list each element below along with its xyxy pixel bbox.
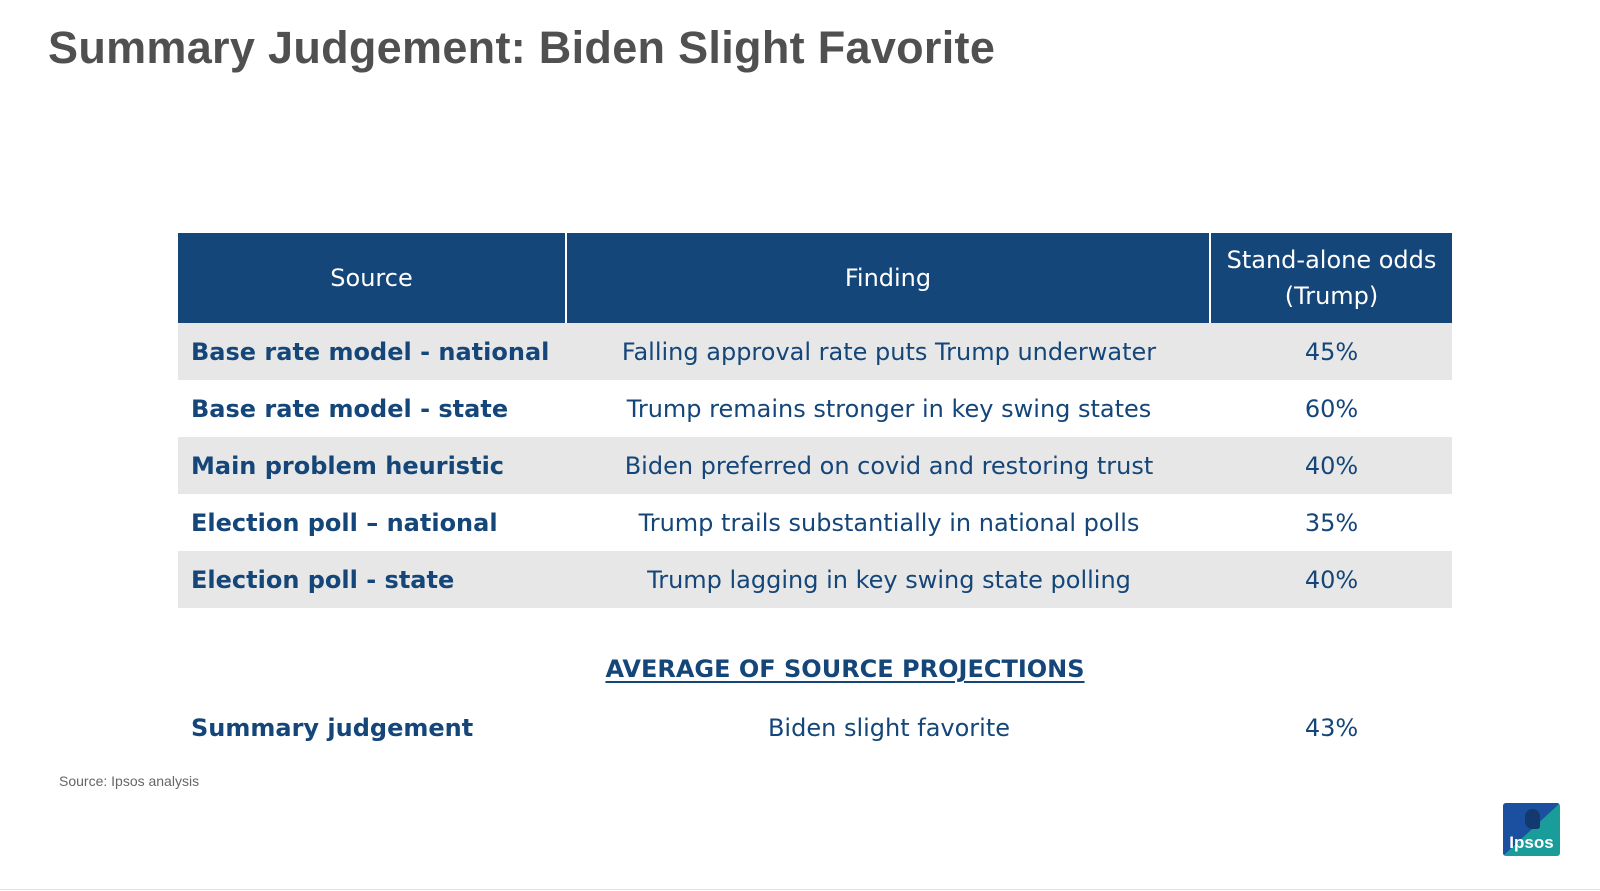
slide-title: Summary Judgement: Biden Slight Favorite: [48, 22, 996, 73]
row-odds: 45%: [1304, 337, 1359, 366]
row-source: Base rate model - state: [191, 394, 509, 423]
row-odds: 60%: [1304, 394, 1359, 423]
row-finding: Trump remains stronger in key swing stat…: [626, 394, 1152, 423]
row-odds: 40%: [1304, 565, 1359, 594]
row-finding: Biden preferred on covid and restoring t…: [624, 451, 1154, 480]
row-odds: 35%: [1304, 508, 1359, 537]
source-note: Source: Ipsos analysis: [59, 773, 200, 789]
bottom-divider: [0, 889, 1600, 890]
row-source: Election poll – national: [191, 508, 498, 537]
table-row: Base rate model - national Falling appro…: [178, 323, 1452, 380]
row-source: Main problem heuristic: [191, 451, 505, 480]
header-source: Source: [178, 233, 567, 323]
table-row: Election poll - state Trump lagging in k…: [178, 551, 1452, 608]
row-source: Base rate model - national: [191, 337, 550, 366]
row-finding: Trump trails substantially in national p…: [638, 508, 1140, 537]
summary-source: Summary judgement: [191, 713, 474, 742]
table-row: Election poll – national Trump trails su…: [178, 494, 1452, 551]
table-row: Base rate model - state Trump remains st…: [178, 380, 1452, 437]
table-header: Source Finding Stand-alone odds (Trump): [178, 233, 1452, 323]
table-row: Main problem heuristic Biden preferred o…: [178, 437, 1452, 494]
header-finding: Finding: [567, 233, 1211, 323]
summary-finding: Biden slight favorite: [767, 713, 1011, 742]
row-finding: Trump lagging in key swing state polling: [647, 565, 1131, 594]
summary-row-content: Summary judgement Biden slight favorite …: [178, 699, 1452, 756]
findings-table: Source Finding Stand-alone odds (Trump) …: [178, 233, 1452, 608]
summary-odds: 43%: [1304, 713, 1359, 742]
logo-text: Ipsos: [1509, 833, 1554, 852]
logo-head-icon: [1525, 809, 1540, 829]
row-odds: 40%: [1304, 451, 1359, 480]
summary-row: Summary judgement Biden slight favorite …: [178, 699, 1452, 756]
average-label: AVERAGE OF SOURCE PROJECTIONS: [605, 655, 1085, 683]
ipsos-logo: Ipsos: [1503, 803, 1560, 856]
row-source: Election poll - state: [191, 565, 455, 594]
header-odds: Stand-alone odds (Trump): [1226, 246, 1437, 310]
row-finding: Falling approval rate puts Trump underwa…: [621, 337, 1157, 366]
